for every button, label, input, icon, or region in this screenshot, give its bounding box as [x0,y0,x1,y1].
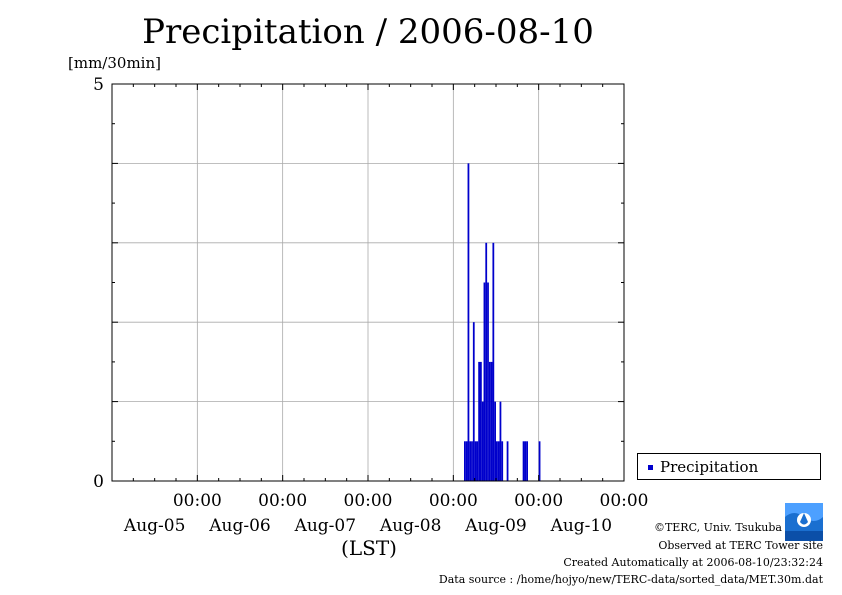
precipitation-bar [492,242,495,481]
precipitation-bar [478,361,480,481]
y-tick-label: 0 [93,472,104,492]
precipitation-bar [480,361,482,481]
created-timestamp: Created Automatically at 2006-08-10/23:3… [563,556,823,569]
x-tick-date-label: Aug-06 [208,516,270,536]
chart-title: Precipitation / 2006-08-10 [142,12,594,52]
x-tick-time-label: 00:00 [514,491,563,511]
precipitation-bar [522,441,525,481]
precipitation-bar [499,401,502,481]
precipitation-bar [538,441,541,481]
precipitation-bar [465,441,468,481]
data-source-text: Data source : /home/hojyo/new/TERC-data/… [438,573,823,586]
axis-ticks [111,83,625,482]
legend: Precipitation [637,453,821,480]
grid-lines [112,84,625,481]
x-tick-date-label: Aug-10 [550,516,612,536]
precipitation-bar [488,361,491,481]
precipitation-bar [472,322,475,481]
precipitation-bar [494,401,496,481]
precipitation-bar [487,282,489,481]
legend-swatch [648,465,653,470]
x-axis-title: (LST) [341,536,397,560]
copyright-text: ©TERC, Univ. Tsukuba [653,521,782,534]
x-tick-time-label: 00:00 [344,491,393,511]
axis-labels: 0 5 00:00 Aug-05 00:00 Aug-06 00:00 Aug-07 00:00… [93,75,648,560]
precipitation-bar [524,441,527,481]
legend-label: Precipitation [660,458,759,476]
x-tick-date-label: Aug-07 [294,516,356,536]
precipitation-bar [474,441,477,481]
x-tick-date-label: Aug-05 [123,516,185,536]
x-tick-time-label: 00:00 [258,491,307,511]
precipitation-bar [501,441,504,481]
y-tick-label: 5 [93,75,104,95]
precipitation-bar [476,441,479,481]
precipitation-bar [469,441,472,481]
observed-site-text: Observed at TERC Tower site [658,539,823,552]
precipitation-bar [496,441,498,481]
x-tick-date-label: Aug-08 [379,516,441,536]
x-tick-time-label: 00:00 [600,491,649,511]
precipitation-bar [471,441,473,481]
y-axis-unit-label: [mm/30min] [68,54,161,72]
precipitation-bar [506,441,509,481]
x-tick-date-label: Aug-09 [464,516,526,536]
precipitation-bar [481,401,484,481]
precipitation-bar [497,441,500,481]
precipitation-bar [490,361,493,481]
precipitation-bar [467,163,470,481]
precipitation-bar [483,282,486,481]
x-tick-time-label: 00:00 [429,491,478,511]
precipitation-bar [464,441,466,481]
precipitation-bar [526,441,528,481]
precipitation-bars [464,163,541,481]
terc-logo [785,503,823,541]
x-tick-time-label: 00:00 [173,491,222,511]
precipitation-bar [485,242,488,481]
